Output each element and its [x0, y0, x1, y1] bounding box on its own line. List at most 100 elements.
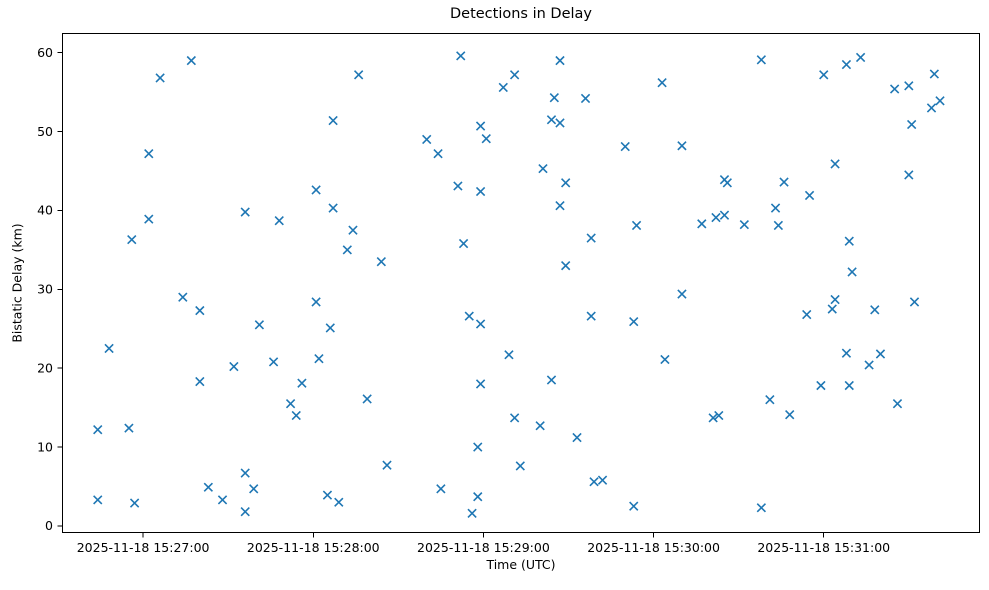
data-point-marker	[328, 115, 338, 126]
data-point-marker	[629, 316, 639, 327]
data-point-marker	[535, 421, 545, 431]
x-tick-label: 2025-11-18 15:29:00	[417, 540, 550, 555]
data-point-marker	[756, 55, 767, 65]
data-point-marker	[906, 119, 917, 130]
y-tick-label: 40	[37, 203, 53, 218]
data-point-marker	[830, 159, 840, 169]
data-point-marker	[773, 220, 784, 231]
data-point-marker	[589, 477, 599, 487]
data-point-marker	[756, 503, 767, 513]
data-point-marker	[620, 141, 630, 152]
data-point-marker	[739, 219, 749, 230]
data-point-marker	[555, 118, 565, 128]
data-point-marker	[93, 425, 103, 435]
data-point-marker	[657, 78, 667, 88]
data-point-marker	[586, 311, 596, 321]
data-point-marker	[458, 238, 469, 249]
data-point-marker	[314, 354, 324, 364]
data-point-marker	[144, 148, 154, 159]
data-point-marker	[841, 59, 852, 70]
data-point-marker	[631, 220, 642, 231]
data-point-marker	[203, 482, 214, 492]
data-point-marker	[362, 394, 372, 404]
data-point-marker	[841, 348, 852, 358]
data-point-marker	[572, 432, 582, 443]
y-axis-label: Bistatic Delay (km)	[9, 223, 25, 343]
data-point-marker	[926, 103, 937, 113]
data-point-marker	[929, 69, 940, 79]
x-tick-label: 2025-11-18 15:27:00	[77, 540, 210, 555]
data-point-marker	[855, 52, 866, 63]
data-point-marker	[844, 380, 854, 391]
data-point-marker	[254, 320, 265, 330]
data-point-marker	[779, 177, 789, 187]
data-point-marker	[864, 360, 874, 370]
data-point-marker	[719, 210, 730, 220]
data-point-marker	[475, 379, 486, 389]
data-point-marker	[714, 410, 724, 421]
data-point-marker	[325, 323, 335, 333]
data-point-marker	[509, 70, 520, 80]
y-tick-label: 10	[37, 439, 53, 454]
data-point-marker	[708, 413, 718, 423]
data-point-marker	[311, 185, 321, 195]
data-point-marker	[629, 501, 639, 511]
y-tick-label: 0	[45, 518, 53, 533]
data-point-marker	[677, 141, 687, 151]
data-point-marker	[555, 201, 565, 211]
data-point-marker	[291, 410, 301, 421]
data-point-marker	[195, 376, 205, 387]
data-point-marker	[804, 190, 815, 201]
data-point-marker	[274, 216, 284, 226]
data-point-marker	[436, 484, 446, 494]
data-point-marker	[229, 361, 239, 372]
x-axis-label: Time (UTC)	[486, 557, 556, 572]
data-point-marker	[722, 178, 732, 188]
data-point-marker	[348, 225, 358, 235]
data-point-marker	[328, 203, 338, 213]
data-point-marker	[538, 163, 548, 174]
data-point-marker	[561, 178, 571, 188]
data-point-marker	[549, 93, 559, 103]
data-point-marker	[597, 475, 608, 485]
data-point-marker	[297, 378, 307, 388]
data-point-marker	[546, 115, 557, 125]
data-point-marker	[770, 203, 781, 213]
y-tick-label: 50	[37, 124, 53, 139]
data-point-marker	[904, 81, 914, 91]
data-point-marker	[155, 73, 165, 83]
y-tick-label: 60	[37, 45, 53, 60]
data-point-marker	[475, 186, 486, 197]
x-tick-label: 2025-11-18 15:31:00	[757, 540, 890, 555]
data-point-marker	[240, 507, 250, 517]
data-point-marker	[765, 395, 775, 405]
data-point-marker	[249, 484, 259, 494]
data-point-marker	[353, 70, 364, 80]
data-point-marker	[453, 181, 463, 191]
data-point-marker	[268, 357, 279, 367]
data-point-marker	[467, 508, 477, 518]
data-point-marker	[481, 134, 491, 144]
data-point-marker	[889, 84, 900, 94]
data-point-marker	[875, 349, 886, 359]
data-point-marker	[677, 289, 687, 299]
data-point-marker	[561, 260, 571, 271]
data-point-marker	[124, 423, 134, 433]
data-point-marker	[195, 305, 205, 316]
data-point-marker	[586, 233, 596, 243]
data-point-marker	[93, 495, 103, 505]
data-point-marker	[555, 55, 565, 66]
data-point-marker	[186, 55, 196, 66]
data-point-marker	[498, 82, 508, 93]
data-point-marker	[909, 297, 920, 307]
chart-title: Detections in Delay	[449, 6, 592, 22]
data-point-marker	[127, 234, 137, 245]
data-point-marker	[892, 398, 903, 409]
data-point-marker	[178, 292, 188, 302]
data-point-marker	[376, 257, 386, 267]
axes-spines	[62, 33, 980, 533]
data-point-marker	[844, 236, 854, 246]
data-point-marker	[464, 311, 474, 321]
